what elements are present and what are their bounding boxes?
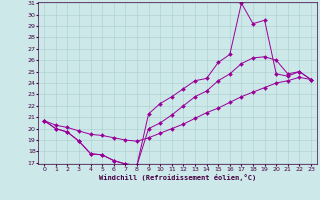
X-axis label: Windchill (Refroidissement éolien,°C): Windchill (Refroidissement éolien,°C)	[99, 174, 256, 181]
